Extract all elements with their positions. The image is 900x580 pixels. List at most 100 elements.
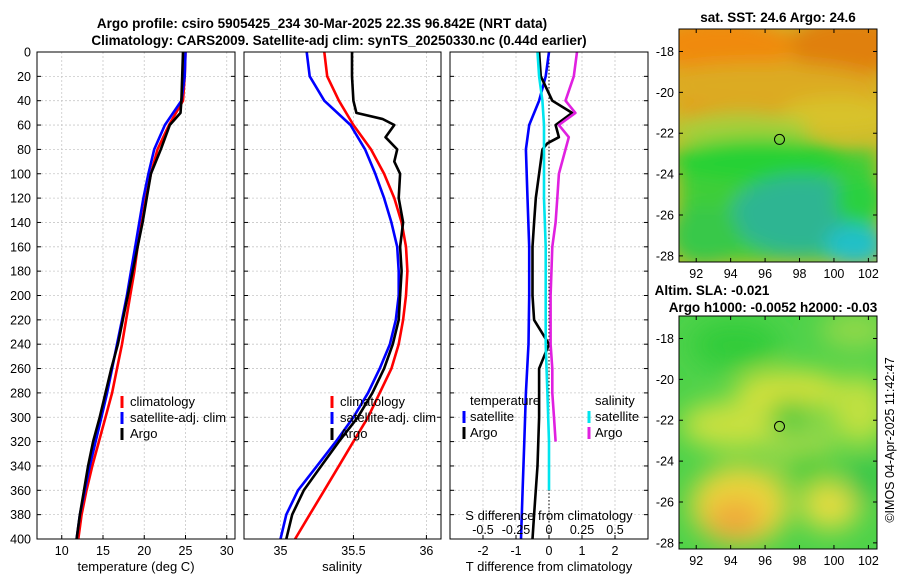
s-diff-tick-label: 0 <box>546 523 553 537</box>
map-x-tick-label: 98 <box>793 267 807 281</box>
imos-credit: ©IMOS 04-Apr-2025 11:42:47 <box>883 357 897 522</box>
series-argo <box>75 52 185 539</box>
map-y-tick-label: -28 <box>656 536 674 550</box>
map-y-tick-label: -28 <box>656 249 674 263</box>
map-x-tick-label: 102 <box>858 267 879 281</box>
argo-position-marker <box>774 420 785 432</box>
depth-tick-label: 320 <box>10 435 31 449</box>
legend-label-s-argo: Argo <box>595 425 622 440</box>
salinity-difference-legend: salinity satellite Argo <box>587 393 639 440</box>
map-y-tick-label: -22 <box>656 414 674 428</box>
map-y-tick-label: -22 <box>656 127 674 141</box>
depth-tick-label: 300 <box>10 411 31 425</box>
series-satellite-adj-clim <box>279 52 401 539</box>
sla-map-title1: Altim. SLA: -0.021 <box>655 283 770 298</box>
series-climatology <box>77 52 187 539</box>
salinity-x-axis: 35 35.5 36 <box>274 544 434 558</box>
depth-tick-label: 0 <box>24 46 31 60</box>
depth-tick-label: 40 <box>17 94 31 108</box>
depth-tick-label: 80 <box>17 143 31 157</box>
legend-label-climatology: climatology <box>130 394 196 409</box>
depth-tick-label: 20 <box>17 70 31 84</box>
difference-panel: -2 -1 0 1 2 -0.5 -0.25 0 0.25 0.5 S difference f… <box>449 51 649 574</box>
sla-map-frame <box>678 315 878 550</box>
depth-tick-label: 60 <box>17 119 31 133</box>
legend-label-satellite: satellite-adj. clim <box>340 410 436 425</box>
map-x-tick-label: 98 <box>793 554 807 568</box>
map-y-tick-label: -26 <box>656 495 674 509</box>
legend-label-t-argo: Argo <box>470 425 497 440</box>
x-tick-label: 2 <box>612 544 619 558</box>
x-tick-label: -2 <box>477 544 488 558</box>
difference-axes-box <box>449 51 649 540</box>
sla-map: Altim. SLA: -0.021 Argo h1000: -0.0052 h… <box>655 283 879 568</box>
map-y-tick-label: -18 <box>656 45 674 59</box>
argo-position-marker <box>774 133 785 145</box>
temperature-xlabel: temperature (deg C) <box>77 559 194 574</box>
map-y-tick-label: -24 <box>656 455 674 469</box>
temperature-x-axis: 10 15 20 25 30 <box>55 544 234 558</box>
series-temperature-argo <box>531 52 574 539</box>
map-x-tick-label: 102 <box>858 554 879 568</box>
map-x-tick-label: 94 <box>724 554 738 568</box>
legend-heading-salinity: salinity <box>595 393 635 408</box>
x-tick-label: 15 <box>96 544 110 558</box>
x-tick-label: 20 <box>137 544 151 558</box>
depth-tick-label: 280 <box>10 386 31 400</box>
title-line1: Argo profile: csiro 5905425_234 30-Mar-2… <box>97 16 547 31</box>
map-x-tick-label: 96 <box>758 554 772 568</box>
map-x-tick-label: 92 <box>689 267 703 281</box>
s-difference-axis: -0.5 -0.25 0 0.25 0.5 <box>472 523 624 537</box>
salinity-axes-box <box>243 51 442 540</box>
legend-label-satellite: satellite-adj. clim <box>130 410 226 425</box>
temperature-legend: climatology satellite-adj. clim Argo <box>120 394 226 441</box>
t-difference-label: T difference from climatology <box>466 559 633 574</box>
s-diff-tick-label: 0.25 <box>570 523 594 537</box>
depth-tick-label: 140 <box>10 216 31 230</box>
salinity-xlabel: salinity <box>322 559 362 574</box>
series-climatology <box>293 52 409 539</box>
depth-tick-label: 240 <box>10 338 31 352</box>
x-tick-label: 25 <box>179 544 193 558</box>
depth-tick-label: 160 <box>10 240 31 254</box>
series-salinity-satellite <box>536 52 551 491</box>
legend-label-climatology: climatology <box>340 394 406 409</box>
legend-label-t-satellite: satellite <box>470 409 514 424</box>
map-x-tick-label: 92 <box>689 554 703 568</box>
sst-map-frame <box>678 28 878 263</box>
map-x-tick-label: 100 <box>824 267 845 281</box>
legend-label-argo: Argo <box>340 426 367 441</box>
map-x-tick-label: 96 <box>758 267 772 281</box>
salinity-panel: 35 35.5 36 salinity climatology satellite-… <box>243 51 442 574</box>
series-temperature-satellite <box>519 52 551 539</box>
temperature-grid <box>37 51 235 540</box>
sst-map: sat. SST: 24.6 Argo: 24.6 92 94 96 98 100 102… <box>656 10 879 281</box>
x-tick-label: 1 <box>579 544 586 558</box>
salinity-legend: climatology satellite-adj. clim Argo <box>330 394 436 441</box>
depth-tick-label: 380 <box>10 508 31 522</box>
temperature-panel: 0 20 40 60 80 100 120 140 160 180 200 220 240 260 280 3… <box>10 46 236 574</box>
salinity-series <box>279 52 409 539</box>
sla-field <box>679 316 877 549</box>
sst-map-axes: 92 94 96 98 100 102 -18 -20 -22 -24 -26 -28 <box>656 29 879 281</box>
map-y-tick-label: -18 <box>656 332 674 346</box>
x-tick-label: 0 <box>546 544 553 558</box>
sla-map-title2: Argo h1000: -0.0052 h2000: -0.03 <box>669 300 878 315</box>
difference-series <box>519 52 579 539</box>
x-tick-label: 35 <box>274 544 288 558</box>
depth-axis: 0 20 40 60 80 100 120 140 160 180 200 220 240 260 280 3… <box>10 46 31 547</box>
x-tick-label: 36 <box>419 544 433 558</box>
x-tick-label: -1 <box>510 544 521 558</box>
depth-tick-label: 100 <box>10 167 31 181</box>
depth-tick-label: 180 <box>10 265 31 279</box>
map-y-tick-label: -20 <box>656 373 674 387</box>
sla-map-axes: 92 94 96 98 100 102 -18 -20 -22 -24 -26 -28 <box>656 316 879 568</box>
legend-label-s-satellite: satellite <box>595 409 639 424</box>
map-y-tick-label: -20 <box>656 86 674 100</box>
x-tick-label: 35.5 <box>341 544 365 558</box>
series-argo <box>285 52 405 539</box>
t-difference-x-axis: -2 -1 0 1 2 <box>477 544 618 558</box>
x-tick-label: 10 <box>55 544 69 558</box>
x-tick-label: 30 <box>220 544 234 558</box>
